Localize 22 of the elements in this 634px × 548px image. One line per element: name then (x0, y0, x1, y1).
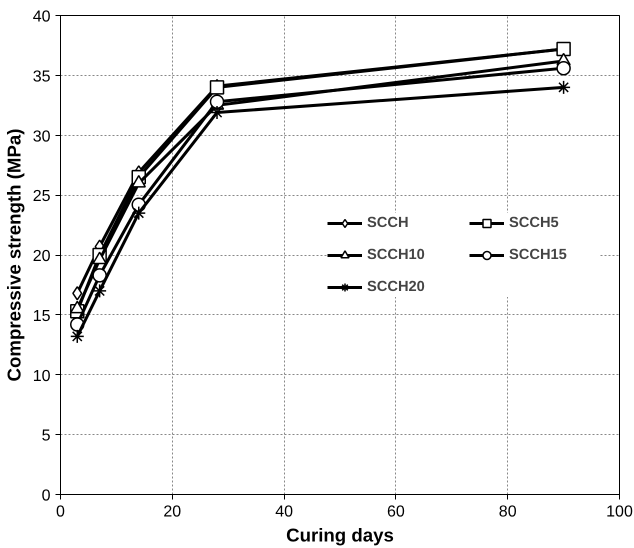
legend-label: SCCH20 (367, 278, 426, 294)
legend-label: SCCH10 (367, 246, 426, 262)
x-tick-label: 0 (56, 504, 66, 520)
x-tick-label: 60 (387, 504, 405, 520)
y-axis-title: Compressive strength (MPa) (4, 128, 25, 382)
y-tick-label: 30 (32, 128, 51, 146)
x-tick-label: 20 (163, 504, 182, 520)
legend-label: SCCH5 (509, 214, 560, 230)
x-tick-label: 100 (606, 504, 633, 520)
x-tick-label: 40 (275, 504, 294, 520)
y-tick-label: 15 (32, 308, 51, 325)
y-tick-label: 40 (32, 8, 51, 26)
legend-label: SCCH15 (509, 246, 568, 262)
y-tick-label: 5 (42, 428, 51, 445)
y-tick-label: 0 (42, 488, 51, 504)
y-tick-label: 25 (32, 188, 51, 206)
x-tick-label: 80 (498, 504, 517, 520)
y-tick-label: 10 (32, 368, 51, 385)
y-tick-label: 35 (32, 68, 51, 86)
x-axis-title: Curing days (286, 524, 394, 546)
y-tick-label: 20 (32, 248, 51, 265)
legend-label: SCCH (367, 214, 410, 230)
